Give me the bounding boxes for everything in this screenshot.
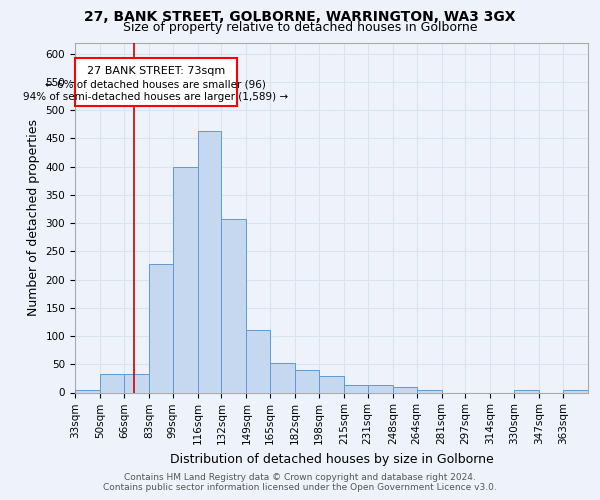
Bar: [319, 376, 344, 392]
Text: 94% of semi-detached houses are larger (1,589) →: 94% of semi-detached houses are larger (…: [23, 92, 289, 102]
Text: ← 6% of detached houses are smaller (96): ← 6% of detached houses are smaller (96): [46, 79, 266, 89]
Bar: [100, 374, 124, 392]
Text: 27, BANK STREET, GOLBORNE, WARRINGTON, WA3 3GX: 27, BANK STREET, GOLBORNE, WARRINGTON, W…: [84, 10, 516, 24]
Bar: [295, 370, 319, 392]
Bar: [124, 374, 149, 392]
Text: Size of property relative to detached houses in Golborne: Size of property relative to detached ho…: [123, 21, 477, 34]
Bar: [221, 219, 247, 392]
Bar: [344, 384, 368, 392]
FancyBboxPatch shape: [75, 58, 237, 106]
X-axis label: Distribution of detached houses by size in Golborne: Distribution of detached houses by size …: [170, 452, 493, 466]
Bar: [416, 390, 442, 392]
Bar: [514, 390, 539, 392]
Bar: [75, 390, 100, 392]
Y-axis label: Number of detached properties: Number of detached properties: [27, 119, 40, 316]
Bar: [368, 384, 393, 392]
Bar: [270, 362, 295, 392]
Text: 27 BANK STREET: 73sqm: 27 BANK STREET: 73sqm: [87, 66, 225, 76]
Bar: [393, 387, 416, 392]
Bar: [247, 330, 270, 392]
Bar: [149, 264, 173, 392]
Bar: [563, 390, 588, 392]
Text: Contains HM Land Registry data © Crown copyright and database right 2024.: Contains HM Land Registry data © Crown c…: [124, 474, 476, 482]
Text: Contains public sector information licensed under the Open Government Licence v3: Contains public sector information licen…: [103, 484, 497, 492]
Bar: [173, 166, 198, 392]
Bar: [198, 131, 221, 392]
